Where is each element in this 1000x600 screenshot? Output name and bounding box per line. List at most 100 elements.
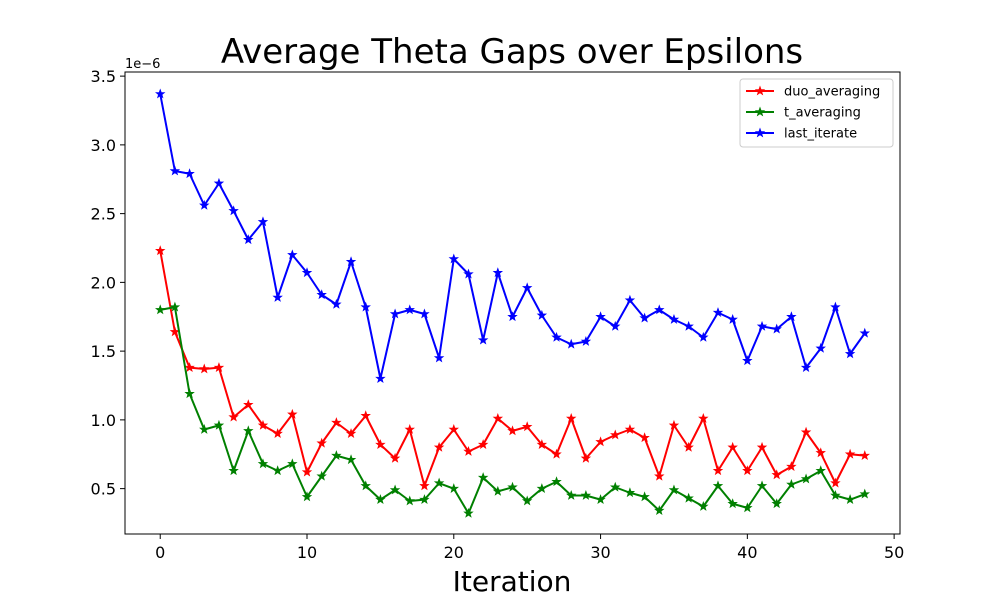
data-point-marker: [404, 424, 415, 434]
data-point-marker: [243, 399, 254, 410]
data-point-marker: [595, 494, 606, 505]
data-point-marker: [404, 495, 415, 506]
x-tick-label: 0: [155, 543, 165, 562]
data-point-marker: [610, 429, 621, 440]
data-point-marker: [316, 289, 327, 300]
legend-label: t_averaging: [784, 106, 861, 121]
data-point-marker: [169, 165, 181, 176]
data-point-marker: [712, 465, 724, 476]
y-tick-label: 3.5: [91, 67, 116, 86]
x-axis-ticks: 0 10 20 30 40 50: [155, 534, 904, 562]
data-point-marker: [580, 490, 592, 500]
data-point-marker: [698, 413, 709, 423]
data-point-marker: [551, 331, 562, 342]
x-tick-label: 30: [590, 543, 610, 562]
data-point-marker: [184, 168, 195, 179]
data-point-marker: [756, 441, 768, 452]
data-point-marker: [742, 355, 753, 366]
data-point-marker: [184, 388, 195, 399]
data-point-marker: [639, 432, 650, 443]
data-point-marker: [507, 481, 518, 492]
data-point-marker: [639, 491, 650, 502]
x-tick-label: 50: [884, 543, 904, 562]
series-t_averaging: [155, 301, 870, 518]
data-point-marker: [419, 480, 430, 491]
data-point-marker: [287, 408, 298, 419]
series-duo_averaging: [155, 245, 870, 491]
data-point-marker: [566, 413, 577, 423]
data-point-marker: [389, 452, 401, 463]
data-point-marker: [228, 205, 239, 216]
legend-item: duo_averaging: [746, 85, 880, 100]
data-point-marker: [360, 480, 371, 491]
data-point-marker: [301, 267, 313, 278]
data-point-marker: [830, 301, 841, 312]
data-point-marker: [742, 465, 753, 476]
data-point-marker: [668, 314, 680, 324]
data-point-marker: [727, 314, 738, 324]
data-point-marker: [698, 501, 709, 511]
data-point-marker: [771, 498, 782, 509]
data-point-marker: [521, 495, 533, 506]
data-point-marker: [580, 452, 592, 463]
data-point-marker: [536, 439, 548, 450]
y-tick-label: 2.0: [91, 273, 116, 292]
data-point-marker: [404, 304, 415, 315]
data-point-marker: [331, 450, 342, 461]
data-point-marker: [331, 298, 342, 309]
plot-series: [155, 88, 870, 518]
data-point-marker: [815, 447, 826, 458]
data-point-marker: [155, 245, 166, 256]
data-point-marker: [742, 502, 753, 513]
data-point-marker: [375, 494, 386, 505]
data-point-marker: [595, 311, 606, 322]
data-point-marker: [448, 483, 459, 494]
data-point-marker: [551, 476, 562, 487]
legend-item: last_iterate: [746, 127, 857, 142]
legend-marker: [754, 106, 766, 117]
data-point-marker: [727, 498, 738, 509]
data-point-marker: [272, 428, 283, 439]
data-point-marker: [433, 352, 445, 363]
data-point-marker: [228, 411, 239, 422]
data-point-marker: [610, 320, 621, 331]
y-tick-label: 2.5: [91, 205, 116, 224]
data-point-marker: [155, 88, 166, 99]
data-point-marker: [844, 348, 856, 359]
data-point-marker: [654, 304, 665, 315]
data-point-marker: [624, 487, 636, 498]
y-axis-offset-label: 1e−6: [125, 57, 160, 72]
data-point-marker: [815, 342, 826, 353]
data-point-marker: [844, 494, 856, 505]
data-point-marker: [595, 436, 606, 447]
series-last_iterate: [155, 88, 870, 384]
legend-item: t_averaging: [746, 106, 861, 121]
data-point-marker: [624, 424, 636, 434]
data-point-marker: [463, 507, 474, 518]
data-point-marker: [463, 446, 474, 456]
data-point-marker: [389, 484, 401, 495]
data-point-marker: [566, 338, 577, 349]
data-point-marker: [448, 424, 459, 434]
data-point-marker: [448, 253, 459, 264]
data-point-marker: [199, 199, 210, 210]
y-tick-label: 1.5: [91, 342, 116, 361]
data-point-marker: [492, 413, 504, 423]
data-point-marker: [228, 465, 239, 476]
data-point-marker: [184, 362, 195, 373]
data-point-marker: [169, 301, 181, 312]
y-tick-label: 1.0: [91, 411, 116, 430]
data-point-marker: [301, 491, 313, 502]
data-point-marker: [345, 454, 357, 465]
data-point-marker: [477, 439, 489, 450]
data-point-marker: [800, 473, 812, 484]
data-point-marker: [360, 301, 371, 312]
plot-frame: [124, 71, 901, 535]
data-point-marker: [859, 327, 870, 338]
data-point-marker: [243, 425, 254, 436]
data-point-marker: [316, 470, 327, 481]
data-point-marker: [536, 309, 548, 320]
data-point-marker: [771, 323, 782, 334]
data-point-marker: [463, 268, 474, 279]
data-point-marker: [830, 477, 841, 488]
